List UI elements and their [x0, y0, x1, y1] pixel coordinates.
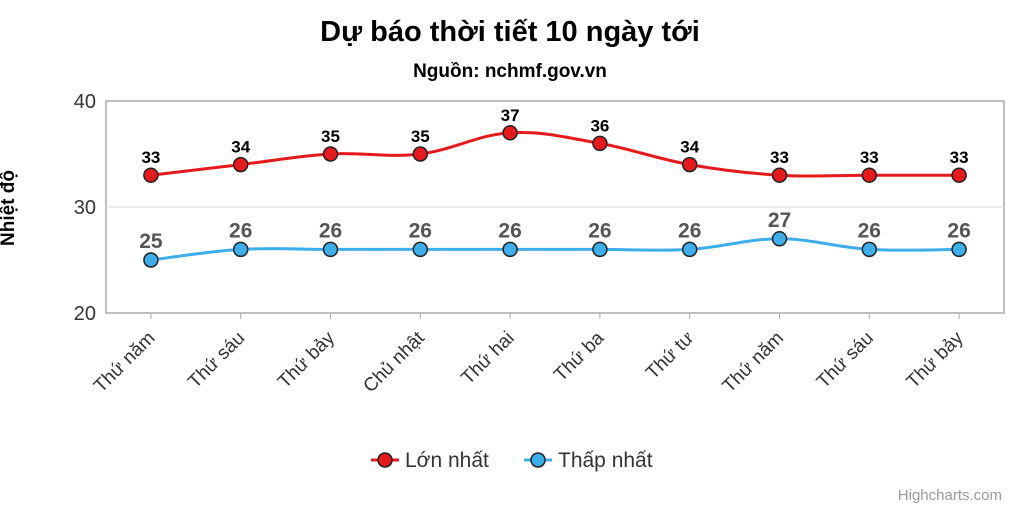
y-tick-label: 20 — [74, 303, 96, 325]
data-point — [232, 156, 249, 173]
legend-marker — [530, 452, 546, 468]
data-point — [412, 241, 429, 258]
data-label: 33 — [950, 148, 969, 167]
x-tick-label: Thứ sáu — [813, 328, 878, 393]
data-point — [502, 125, 518, 141]
series-max: 33 34 35 35 37 36 34 33 33 33 — [141, 106, 969, 183]
chart-subtitle: Nguồn: nchmf.gov.vn — [413, 61, 607, 82]
data-point — [681, 156, 698, 173]
legend-item-max[interactable]: Lớn nhất — [371, 449, 489, 472]
x-tick-label: Thứ bảy — [903, 327, 968, 392]
y-axis-ticks: 20 30 40 — [74, 91, 96, 325]
data-label: 33 — [141, 148, 160, 167]
x-tick-label: Thứ năm — [719, 328, 788, 397]
data-point — [771, 231, 788, 247]
data-point — [143, 167, 159, 183]
data-point — [322, 241, 339, 258]
data-point — [951, 167, 967, 183]
legend[interactable]: Lớn nhất Thấp nhất — [371, 449, 653, 472]
data-label: 26 — [319, 219, 342, 242]
legend-label: Lớn nhất — [405, 449, 489, 472]
x-tick-label: Thứ tư — [642, 327, 698, 383]
series-line — [150, 130, 960, 178]
credits-link[interactable]: Highcharts.com — [898, 487, 1002, 504]
data-label: 34 — [680, 138, 699, 157]
chart-title: Dự báo thời tiết 10 ngày tới — [320, 16, 700, 48]
legend-item-min[interactable]: Thấp nhất — [524, 449, 653, 472]
x-tick-label: Thứ ba — [550, 327, 609, 386]
data-point — [951, 241, 967, 258]
series-line — [150, 237, 960, 262]
y-tick-label: 40 — [74, 91, 96, 113]
x-tick-label: Thứ năm — [90, 328, 159, 397]
data-label: 33 — [860, 148, 879, 167]
legend-marker — [377, 452, 393, 468]
legend-label: Thấp nhất — [558, 449, 653, 472]
y-tick-label: 30 — [74, 197, 96, 219]
data-label: 34 — [231, 138, 250, 157]
data-label: 26 — [498, 219, 521, 242]
data-point — [322, 146, 339, 162]
data-label: 26 — [588, 219, 611, 242]
data-point — [143, 252, 159, 268]
data-label: 25 — [139, 230, 163, 253]
series-layer: 33 34 35 35 37 36 34 33 33 33 25 26 26 26 26 26 26 27 26 26 — [139, 106, 971, 268]
data-point — [502, 241, 518, 258]
data-label: 26 — [678, 219, 701, 242]
data-label: 27 — [768, 209, 791, 232]
x-tick-label: Thứ hai — [457, 328, 518, 389]
data-point — [861, 241, 878, 258]
data-point — [232, 241, 249, 258]
data-point — [412, 146, 429, 162]
data-label: 26 — [858, 219, 881, 242]
series-min: 25 26 26 26 26 26 26 27 26 26 — [139, 209, 971, 268]
x-tick-label: Chủ nhật — [359, 327, 429, 397]
data-point — [592, 135, 608, 152]
data-point — [592, 241, 608, 258]
data-label: 26 — [409, 219, 432, 242]
data-label: 35 — [321, 127, 340, 146]
y-axis-label: Nhiệt độ — [0, 170, 19, 246]
data-point — [771, 167, 788, 183]
data-point — [681, 241, 698, 258]
data-point — [861, 167, 878, 183]
data-label: 33 — [770, 148, 789, 167]
data-label: 37 — [501, 106, 520, 125]
data-label: 35 — [411, 127, 430, 146]
data-label: 26 — [229, 219, 252, 242]
x-tick-label: Thứ bảy — [274, 327, 339, 392]
x-tick-label: Thứ sáu — [184, 328, 249, 393]
data-label: 36 — [590, 116, 609, 135]
data-label: 26 — [947, 219, 970, 242]
x-axis-ticks: Thứ năm Thứ sáu Thứ bảy Chủ nhật Thứ hai Thứ … — [90, 313, 968, 397]
